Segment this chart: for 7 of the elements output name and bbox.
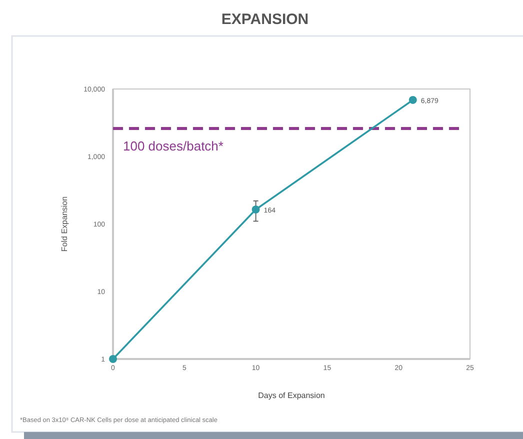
y-axis-title: Fold Expansion <box>60 196 69 252</box>
point <box>109 355 117 363</box>
point <box>252 206 260 214</box>
chart-title: EXPANSION <box>221 11 309 28</box>
point <box>408 96 417 104</box>
x-axis-title: Days of Expansion <box>258 391 325 400</box>
ref-line-label: 100 doses/batch* <box>123 138 224 154</box>
